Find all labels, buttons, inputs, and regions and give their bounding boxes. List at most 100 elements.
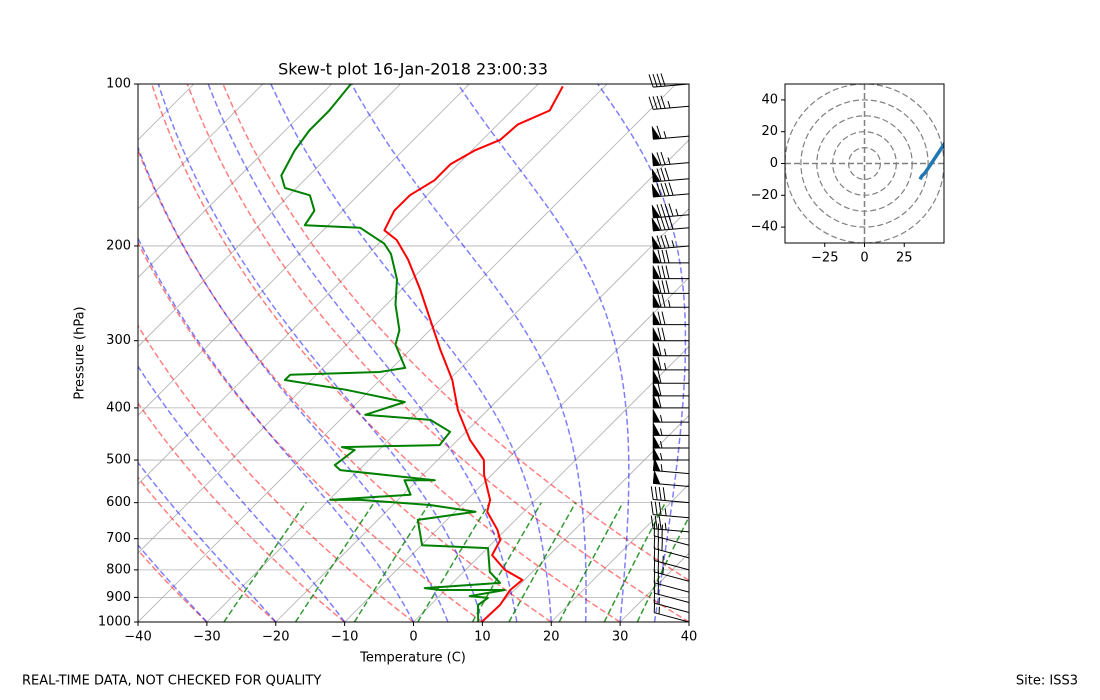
hodo-y-tick-label: 20 (761, 124, 778, 139)
hodo-y-tick-label: 40 (761, 92, 778, 107)
dry-adiabat (222, 84, 689, 582)
barb-full (660, 151, 666, 165)
barb-flag (652, 265, 661, 279)
barb-full (654, 486, 658, 500)
wind-barb (652, 446, 689, 461)
barb-full (652, 73, 658, 87)
footer-right: Site: ISS3 (1016, 674, 1078, 689)
barb-staff (653, 105, 690, 110)
barb-flag (652, 356, 661, 371)
barb-half (664, 348, 667, 356)
barb-half (660, 464, 663, 472)
barb-flag (651, 126, 661, 140)
barb-full (660, 73, 666, 87)
isotherm (688, 621, 689, 622)
barb-full (668, 216, 674, 230)
y-axis-label: Pressure (hPa) (73, 306, 88, 399)
plot-area (0, 84, 689, 622)
wind-barb (653, 535, 690, 559)
moist-adiabat (270, 84, 553, 622)
barb-half (664, 362, 667, 371)
barb-flag (651, 204, 661, 219)
barb-full (656, 168, 662, 182)
x-tick-label: −20 (262, 630, 289, 645)
wind-barb (650, 515, 690, 533)
moist-adiabat (138, 145, 449, 622)
isotherm (138, 84, 470, 416)
barb-flag (652, 311, 661, 325)
moist-adiabat (457, 84, 630, 622)
isotherm (138, 84, 608, 554)
wind-barb (652, 370, 689, 384)
mixing-ratio-line (471, 502, 542, 622)
wind-barb (650, 486, 690, 504)
moist-adiabat (350, 84, 587, 622)
footer-left: REAL-TIME DATA, NOT CHECKED FOR QUALITY (22, 674, 321, 689)
wind-barb (653, 547, 690, 571)
isotherm (550, 483, 689, 622)
barb-full (650, 515, 654, 529)
hodo-x-tick-label: 0 (860, 251, 868, 266)
barb-staff (654, 535, 690, 546)
y-tick-label: 200 (106, 238, 131, 253)
wind-barb (652, 422, 689, 436)
moist-adiabat (207, 84, 518, 622)
barb-full (664, 216, 670, 230)
mixing-ratio-line (508, 502, 577, 622)
barb-half (664, 508, 667, 516)
barb-staff (654, 548, 690, 559)
isotherm (138, 84, 677, 622)
hodo-ring (847, 147, 881, 181)
moist-adiabat (597, 84, 687, 622)
barb-half (664, 522, 667, 530)
barb-half (671, 240, 675, 248)
isotherm (138, 84, 195, 141)
x-tick-label: 30 (612, 630, 629, 645)
barb-half (660, 428, 663, 436)
wind-barb (652, 294, 689, 308)
y-tick-label: 400 (106, 400, 131, 415)
barb-full (657, 280, 662, 294)
moist-adiabat (0, 84, 69, 622)
barb-flag (651, 168, 661, 183)
chart-title: Skew-t plot 16-Jan-2018 23:00:33 (278, 60, 548, 79)
dry-adiabat (150, 84, 621, 622)
wind-barb (652, 457, 690, 475)
barb-full (660, 167, 666, 181)
barb-full (656, 204, 662, 218)
wind-barb (650, 501, 690, 519)
wind-barb (651, 216, 690, 232)
barb-full (660, 216, 666, 230)
y-tick-label: 600 (106, 495, 131, 510)
mixing-ratio-line (223, 502, 307, 622)
y-tick-label: 900 (106, 590, 131, 605)
barb-flag (651, 152, 661, 167)
barb-full (661, 280, 666, 294)
barb-full (656, 152, 662, 166)
hodo-ring (832, 131, 897, 196)
dry-adiabat (138, 324, 414, 622)
barb-full (661, 294, 666, 308)
wind-barb (648, 95, 690, 110)
barb-full (657, 342, 662, 356)
barb-staff (653, 528, 690, 533)
wind-barb (653, 599, 690, 623)
barb-full (654, 501, 658, 516)
barb-flag (652, 408, 661, 423)
y-tick-label: 100 (106, 77, 131, 92)
hodo-y-tick-label: −40 (751, 220, 778, 235)
barb-full (656, 217, 662, 231)
wind-barb (651, 182, 690, 198)
moist-adiabat (138, 544, 208, 622)
barb-full (660, 204, 666, 218)
hodograph-area (785, 84, 944, 243)
barb-full (664, 167, 670, 181)
wind-barb (652, 394, 689, 409)
barb-full (650, 501, 654, 515)
barb-flag (652, 249, 661, 264)
barb-full (657, 265, 662, 279)
barb-full (665, 280, 670, 294)
barb-half (668, 300, 671, 308)
mixing-ratio-line (353, 502, 431, 622)
